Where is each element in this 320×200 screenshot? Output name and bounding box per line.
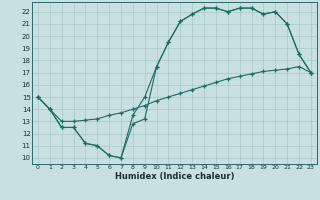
X-axis label: Humidex (Indice chaleur): Humidex (Indice chaleur) (115, 172, 234, 181)
